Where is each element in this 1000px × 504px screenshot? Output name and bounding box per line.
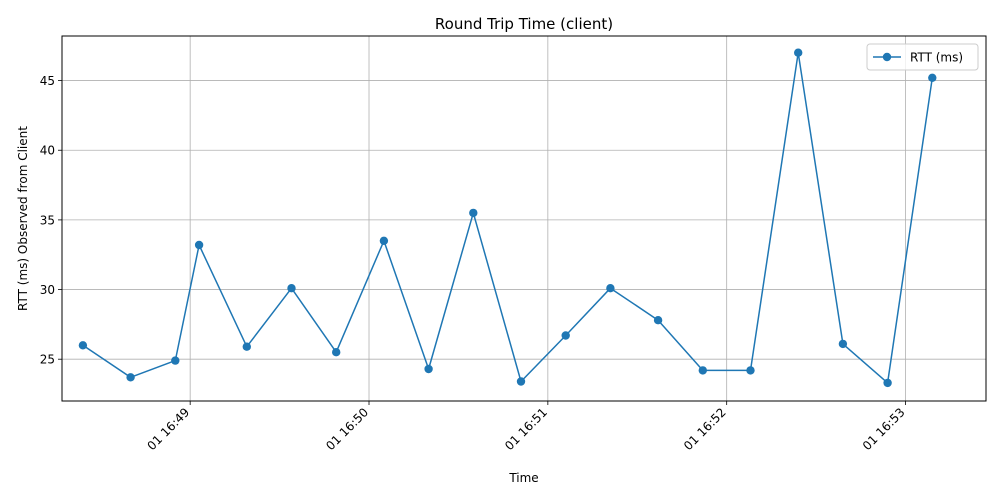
data-point [516, 377, 526, 386]
data-point [653, 316, 663, 325]
grid [62, 36, 986, 401]
data-point [379, 236, 389, 245]
data-point [928, 73, 937, 83]
legend-box [866, 43, 979, 71]
y-tick-label: 25 [40, 353, 55, 367]
data-point [606, 284, 615, 293]
legend-marker-swatch [882, 52, 892, 62]
y-tick-label: 30 [40, 283, 55, 297]
data-point [838, 339, 848, 349]
data-point [883, 378, 892, 388]
chart-title: Round Trip Time (client) [435, 15, 613, 33]
legend-label: RTT (ms) [910, 51, 963, 65]
x-tick-label: 01 16:50 [323, 405, 371, 453]
y-axis-label: RTT (ms) Observed from Client [16, 126, 30, 311]
axes: 01 16:49 01 16:50 01 16:51 01 16:52 01 16:53… [40, 74, 908, 453]
data-point [469, 208, 478, 218]
data-point [287, 284, 296, 293]
x-tick-label: 01 16:53 [860, 405, 908, 453]
x-tick-label: 01 16:52 [681, 405, 729, 453]
series-line [82, 51, 934, 384]
data-point [242, 342, 251, 351]
data-point [794, 48, 803, 57]
data-point [746, 366, 755, 375]
data-point [171, 356, 180, 365]
data-point [561, 331, 570, 340]
y-tick-label: 35 [40, 213, 55, 227]
data-point [78, 341, 88, 350]
data-point [194, 240, 204, 250]
data-point [424, 364, 433, 374]
x-tick-label: 01 16:51 [502, 405, 550, 453]
data-point [332, 348, 341, 357]
plot-frame [61, 35, 987, 402]
data-point [698, 366, 707, 375]
legend: RTT (ms) [866, 43, 979, 71]
data-point [126, 373, 135, 382]
y-tick-label: 45 [40, 74, 55, 88]
x-axis-label: Time [508, 471, 538, 485]
y-tick-label: 40 [40, 144, 55, 158]
series-layer [78, 48, 937, 388]
x-tick-label: 01 16:49 [144, 405, 192, 453]
